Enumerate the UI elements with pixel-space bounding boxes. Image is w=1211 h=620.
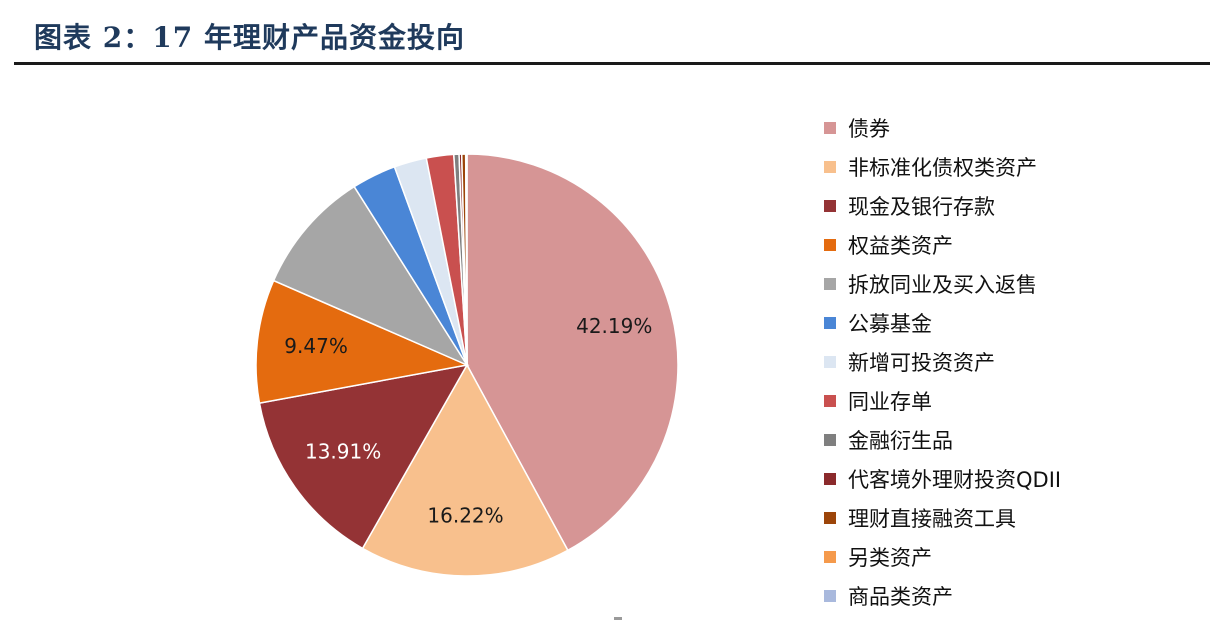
- pie-slice-3: [258, 363, 469, 550]
- legend-label: 非标准化债权类资产: [848, 155, 1037, 180]
- legend-item: 债券: [824, 108, 1061, 147]
- legend-item: 现金及银行存款: [824, 186, 1061, 225]
- pie-slice-5: [272, 185, 469, 367]
- legend-swatch: [824, 277, 836, 290]
- legend-swatch: [824, 550, 836, 563]
- legend-swatch: [824, 511, 836, 524]
- pie-slice-1: [466, 153, 679, 552]
- page-marker: [614, 617, 622, 620]
- pie-data-label: 9.47%: [284, 334, 348, 358]
- legend-swatch: [824, 238, 836, 251]
- legend-item: 代客境外理财投资QDII: [824, 459, 1061, 498]
- legend-swatch: [824, 433, 836, 446]
- pie-data-label: 16.22%: [427, 503, 503, 527]
- legend-item: 拆放同业及买入返售: [824, 264, 1061, 303]
- legend-label: 公募基金: [848, 311, 932, 336]
- legend-label: 同业存单: [848, 389, 932, 414]
- legend-item: 新增可投资资产: [824, 342, 1061, 381]
- legend-item: 商品类资产: [824, 576, 1061, 615]
- legend-item: 金融衍生品: [824, 420, 1061, 459]
- legend-item: 权益类资产: [824, 225, 1061, 264]
- legend-swatch: [824, 355, 836, 368]
- pie-slice-13: [465, 153, 468, 366]
- legend-swatch: [824, 121, 836, 134]
- legend-swatch: [824, 160, 836, 173]
- pie-slices: [255, 153, 679, 577]
- legend-swatch: [824, 316, 836, 329]
- legend-label: 另类资产: [848, 545, 932, 570]
- legend-item: 理财直接融资工具: [824, 498, 1061, 537]
- legend-item: 公募基金: [824, 303, 1061, 342]
- legend-label: 债券: [848, 116, 890, 141]
- legend-swatch: [824, 589, 836, 602]
- legend-swatch: [824, 394, 836, 407]
- chart-header: 图表 2：17 年理财产品资金投向: [0, 0, 1211, 70]
- pie-data-label: 13.91%: [305, 439, 381, 463]
- chart-legend: 债券非标准化债权类资产 现金及银行存款 权益类资产拆放同业及买入返售 公募基金新增可投…: [824, 108, 1061, 615]
- chart-title: 图表 2：17 年理财产品资金投向: [34, 21, 465, 54]
- legend-label: 理财直接融资工具: [848, 506, 1016, 531]
- legend-label: 现金及银行存款: [848, 194, 995, 219]
- legend-label: 新增可投资资产: [848, 350, 995, 375]
- legend-item: 另类资产: [824, 537, 1061, 576]
- legend-label: 拆放同业及买入返售: [848, 272, 1037, 297]
- legend-item: 非标准化债权类资产: [824, 147, 1061, 186]
- legend-item: 同业存单: [824, 381, 1061, 420]
- pie-data-labels: 42.19% 16.22% 13.91% 9.47%: [284, 314, 652, 527]
- legend-label: 权益类资产: [848, 233, 953, 258]
- legend-swatch: [824, 472, 836, 485]
- pie-data-label: 42.19%: [576, 314, 652, 338]
- pie-slice-4: [255, 279, 470, 404]
- pie-slice-2: [361, 363, 569, 577]
- title-underline: [14, 62, 1210, 65]
- legend-swatch: [824, 199, 836, 212]
- legend-label: 金融衍生品: [848, 428, 953, 453]
- legend-label: 代客境外理财投资QDII: [848, 467, 1062, 492]
- legend-label: 商品类资产: [848, 584, 953, 609]
